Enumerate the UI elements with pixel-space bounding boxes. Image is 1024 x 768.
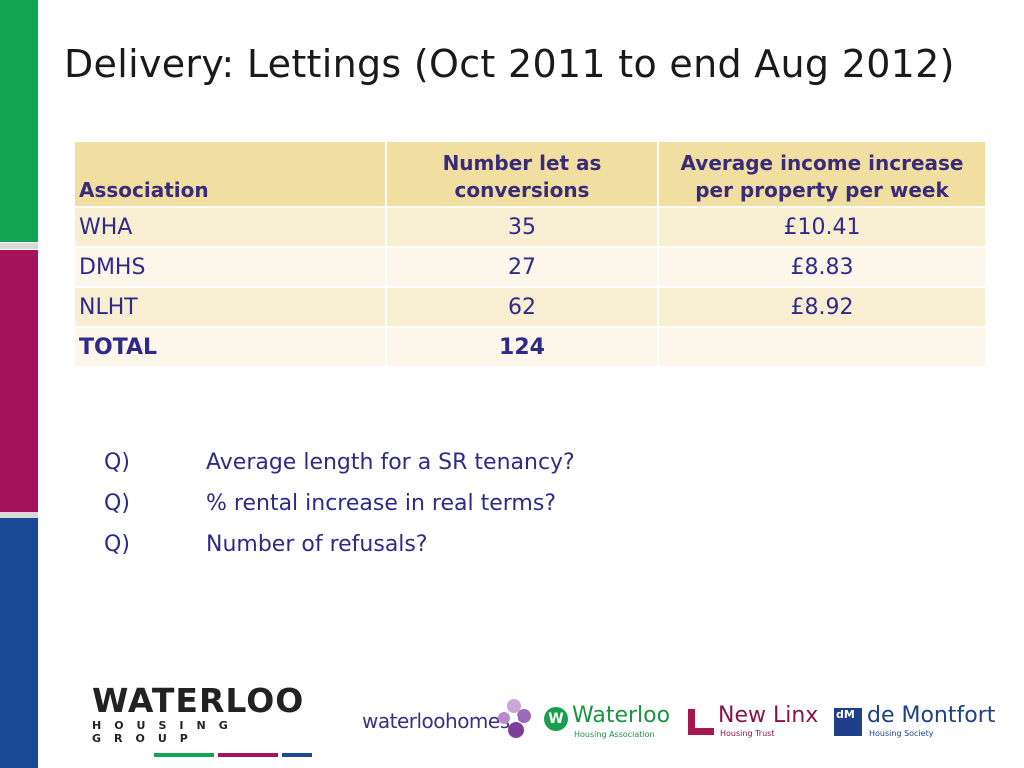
dm-mark-icon: dM bbox=[834, 708, 862, 736]
header-income-increase: Average income increase per property per… bbox=[659, 142, 987, 206]
cell-income: £8.83 bbox=[659, 246, 987, 286]
cell-total-number: 124 bbox=[387, 326, 659, 366]
cell-association: DMHS bbox=[75, 246, 387, 286]
logo-wordmark: Waterloo bbox=[572, 703, 671, 728]
strip-magenta-segment bbox=[0, 250, 38, 512]
table-row: DMHS 27 £8.83 bbox=[75, 246, 987, 286]
logo-subtitle: HOUSING GROUP bbox=[92, 719, 241, 745]
table-row: WHA 35 £10.41 bbox=[75, 206, 987, 246]
cell-number: 35 bbox=[387, 206, 659, 246]
new-linx-logo: New Linx Housing Trust bbox=[688, 703, 819, 740]
cell-income: £8.92 bbox=[659, 286, 987, 326]
question-text: Number of refusals? bbox=[206, 532, 428, 557]
logo-subtitle: Housing Association bbox=[574, 730, 655, 739]
logo-wordmark: WATERLOO bbox=[92, 681, 305, 720]
strip-green-segment bbox=[0, 0, 38, 242]
logo-wordmark: waterloohomes bbox=[362, 709, 510, 733]
table-row: NLHT 62 £8.92 bbox=[75, 286, 987, 326]
waterloo-housing-association-logo: W Waterloo Housing Association bbox=[544, 703, 672, 741]
question-label: Q) bbox=[104, 491, 130, 516]
slide-title: Delivery: Lettings (Oct 2011 to end Aug … bbox=[64, 42, 955, 86]
de-montfort-logo: dM de Montfort Housing Society bbox=[834, 703, 996, 740]
cell-total-income bbox=[659, 326, 987, 366]
cell-number: 62 bbox=[387, 286, 659, 326]
question-label: Q) bbox=[104, 532, 130, 557]
header-association: Association bbox=[75, 142, 387, 206]
strip-divider bbox=[0, 243, 38, 249]
strip-divider bbox=[0, 512, 38, 518]
question-text: Average length for a SR tenancy? bbox=[206, 450, 575, 475]
question-item: Q) Average length for a SR tenancy? bbox=[104, 450, 575, 491]
cell-total-label: TOTAL bbox=[75, 326, 387, 366]
lettings-table: Association Number let as conversions Av… bbox=[75, 142, 987, 366]
logo-subtitle: Housing Trust bbox=[720, 729, 775, 738]
table-header-row: Association Number let as conversions Av… bbox=[75, 142, 987, 206]
logo-wordmark: New Linx bbox=[718, 703, 819, 728]
table-total-row: TOTAL 124 bbox=[75, 326, 987, 366]
cell-number: 27 bbox=[387, 246, 659, 286]
flower-icon bbox=[498, 699, 531, 738]
cell-association: WHA bbox=[75, 206, 387, 246]
question-text: % rental increase in real terms? bbox=[206, 491, 556, 516]
left-color-strip bbox=[0, 0, 38, 768]
new-linx-mark-icon bbox=[688, 709, 714, 735]
strip-blue-segment bbox=[0, 518, 38, 768]
logo-wordmark: de Montfort bbox=[867, 703, 996, 728]
question-item: Q) % rental increase in real terms? bbox=[104, 491, 575, 532]
logo-color-bars bbox=[92, 753, 312, 757]
waterloo-housing-group-logo: WATERLOO HOUSING GROUP bbox=[92, 684, 312, 757]
cell-income: £10.41 bbox=[659, 206, 987, 246]
cell-association: NLHT bbox=[75, 286, 387, 326]
questions-list: Q) Average length for a SR tenancy? Q) % r… bbox=[104, 450, 575, 573]
waterloo-homes-logo: waterloohomes bbox=[362, 698, 532, 742]
question-label: Q) bbox=[104, 450, 130, 475]
question-item: Q) Number of refusals? bbox=[104, 532, 575, 573]
header-number-let: Number let as conversions bbox=[387, 142, 659, 206]
logo-subtitle: Housing Society bbox=[869, 729, 934, 738]
w-circle-icon: W bbox=[544, 707, 568, 731]
